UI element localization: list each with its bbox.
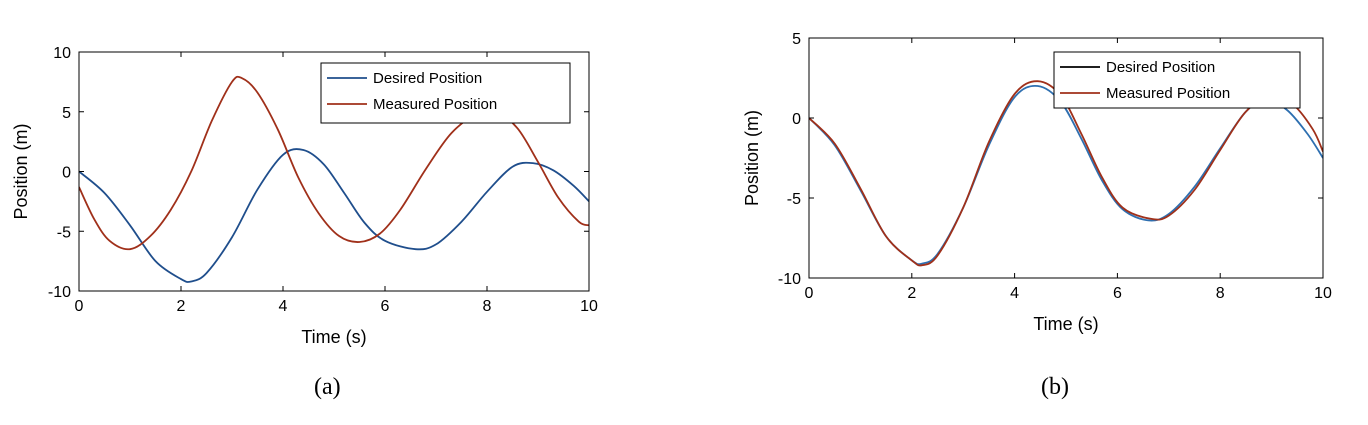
- x-tick-label: 6: [1113, 285, 1122, 302]
- y-tick-label: 10: [53, 45, 71, 62]
- chart-a: 0 2 4 6 8 10 -10 -5 0 5 10 Time (s) Position (m) Desi…: [11, 45, 598, 347]
- plot-frame: [808, 37, 1324, 279]
- y-tick-label: -10: [48, 284, 71, 301]
- x-tick-label: 6: [381, 298, 390, 315]
- x-tick-label: 8: [483, 298, 492, 315]
- x-tick-label: 10: [580, 298, 598, 315]
- series-line-desired: [79, 148, 589, 283]
- y-tick-label: -5: [57, 224, 71, 241]
- x-tick-label: 2: [177, 298, 186, 315]
- legend: Desired Position Measured Position: [320, 62, 571, 124]
- caption-b: (b): [1041, 374, 1069, 400]
- x-axis-label: Time (s): [301, 327, 366, 347]
- x-tick-label: 10: [1314, 285, 1332, 302]
- y-tick-label: 0: [792, 111, 801, 128]
- y-tick-label: -10: [778, 271, 801, 288]
- y-tick-label: 5: [62, 105, 71, 122]
- legend-entry: Measured Position: [1106, 85, 1230, 102]
- series-group: [809, 80, 1323, 267]
- legend-box: [1053, 51, 1301, 109]
- x-tick-label: 0: [75, 298, 84, 315]
- x-tick-label: 0: [805, 285, 814, 302]
- legend: Desired Position Measured Position: [1053, 51, 1301, 109]
- legend-entry: Measured Position: [373, 96, 497, 113]
- legend-entry: Desired Position: [373, 70, 482, 87]
- figure-a: 0 2 4 6 8 10 -10 -5 0 5 10 Time (s) Position (m) Desi…: [11, 45, 598, 400]
- figure-b: 0 2 4 6 8 10 -10 -5 0 5 Time (s) Position (m) Desire…: [684, 0, 1368, 425]
- y-tick-label: 5: [792, 31, 801, 48]
- chart-b: 0 2 4 6 8 10 -10 -5 0 5 Time (s) Position (m) Desire…: [742, 31, 1332, 334]
- y-tick-label: 0: [62, 165, 71, 182]
- y-tick-label: -5: [787, 191, 801, 208]
- y-axis-label: Position (m): [742, 110, 762, 206]
- series-line-measured: [809, 80, 1323, 267]
- x-tick-label: 4: [279, 298, 288, 315]
- legend-box: [320, 62, 571, 124]
- legend-entry: Desired Position: [1106, 59, 1215, 76]
- x-tick-label: 8: [1216, 285, 1225, 302]
- y-axis-label: Position (m): [11, 123, 31, 219]
- caption-a: (a): [314, 374, 341, 400]
- x-axis-label: Time (s): [1033, 314, 1098, 334]
- x-tick-label: 2: [907, 285, 916, 302]
- x-tick-label: 4: [1010, 285, 1019, 302]
